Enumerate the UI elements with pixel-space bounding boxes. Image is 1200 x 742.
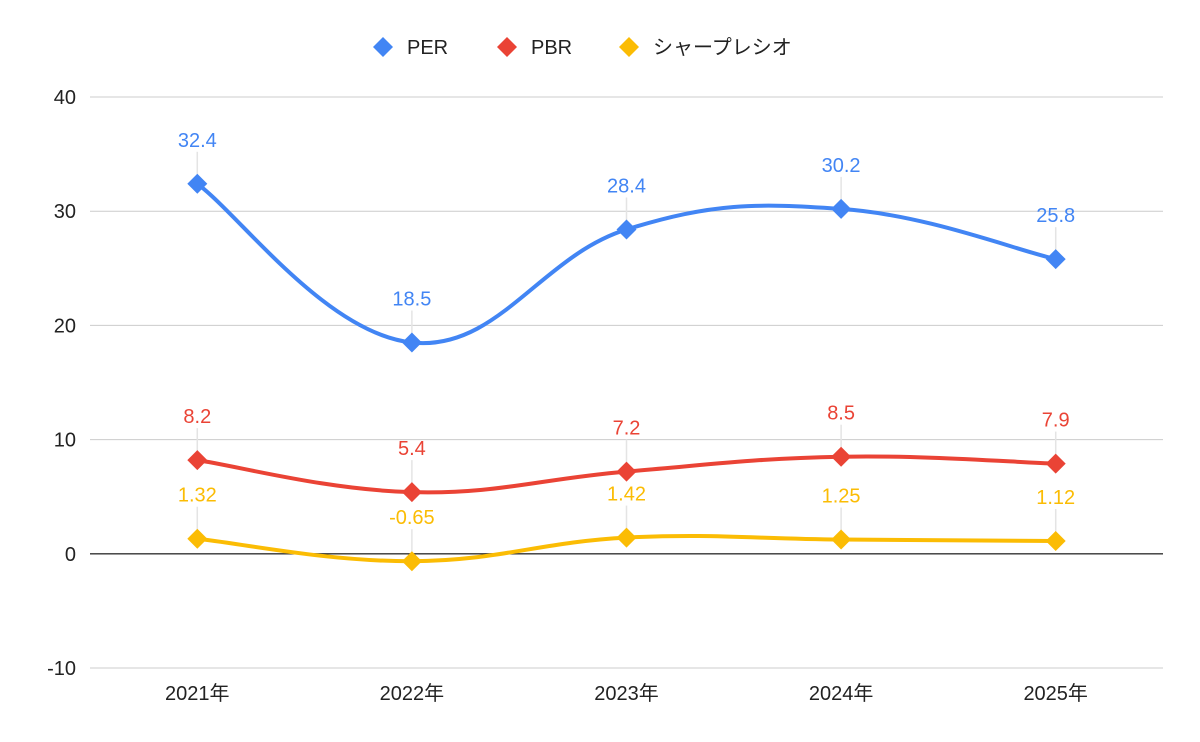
legend-label: PBR xyxy=(531,37,572,59)
data-label: 8.5 xyxy=(827,403,855,425)
data-point-diamond xyxy=(401,551,422,572)
y-tick-label: 40 xyxy=(54,87,76,109)
data-label: 18.5 xyxy=(392,289,431,311)
data-point-diamond xyxy=(616,461,637,482)
data-label: 1.42 xyxy=(607,484,646,506)
data-point-diamond xyxy=(1045,453,1066,474)
data-point-diamond xyxy=(401,482,422,503)
data-label: 7.9 xyxy=(1042,410,1070,432)
data-label: 5.4 xyxy=(398,438,426,460)
y-tick-label: -10 xyxy=(47,658,76,680)
x-tick-label: 2021年 xyxy=(165,682,230,705)
data-label: 30.2 xyxy=(822,155,861,177)
legend-label: シャープレシオ xyxy=(653,37,792,59)
legend-marker-diamond-icon xyxy=(619,37,639,57)
data-point-diamond xyxy=(1045,531,1066,552)
data-point-diamond xyxy=(401,332,422,353)
data-label: 28.4 xyxy=(607,175,646,197)
data-point-diamond xyxy=(831,198,852,219)
data-label: 8.2 xyxy=(183,406,211,428)
data-point-diamond xyxy=(1045,249,1066,270)
data-point-diamond xyxy=(616,219,637,240)
x-tick-label: 2023年 xyxy=(594,682,659,705)
x-tick-label: 2024年 xyxy=(809,682,874,705)
data-label: 25.8 xyxy=(1036,205,1075,227)
data-point-diamond xyxy=(187,450,208,471)
data-point-diamond xyxy=(187,528,208,549)
data-label: 7.2 xyxy=(613,418,641,440)
series-line-0 xyxy=(196,182,1057,346)
data-label: 1.32 xyxy=(178,485,217,507)
data-label: 1.12 xyxy=(1036,487,1075,509)
x-tick-label: 2022年 xyxy=(380,682,445,705)
x-tick-label: 2025年 xyxy=(1023,682,1088,705)
legend-marker-diamond-icon xyxy=(497,37,517,57)
data-point-diamond xyxy=(616,527,637,548)
data-point-diamond xyxy=(831,446,852,467)
y-tick-label: 30 xyxy=(54,201,76,223)
data-point-diamond xyxy=(831,529,852,550)
y-tick-label: 0 xyxy=(65,544,76,566)
data-label: 32.4 xyxy=(178,130,217,152)
data-label: 1.25 xyxy=(822,486,861,508)
y-tick-label: 10 xyxy=(54,430,76,452)
legend-marker-diamond-icon xyxy=(373,37,393,57)
y-tick-label: 20 xyxy=(54,315,76,337)
legend-label: PER xyxy=(407,37,448,59)
data-point-diamond xyxy=(187,173,208,194)
data-label: -0.65 xyxy=(389,507,435,529)
